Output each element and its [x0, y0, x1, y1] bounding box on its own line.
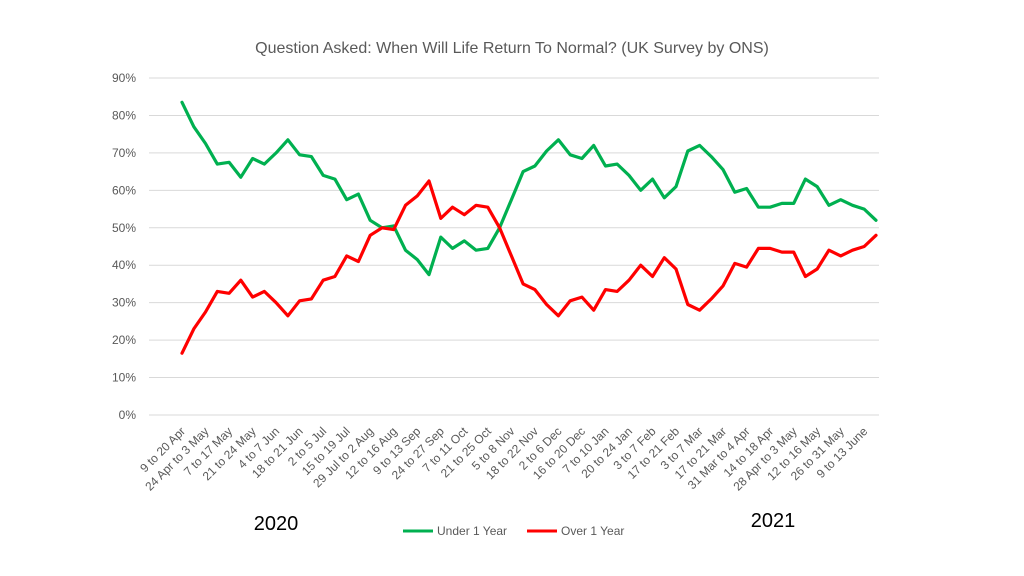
chart-title: Question Asked: When Will Life Return To…: [255, 40, 769, 57]
series-lines: [180, 100, 878, 355]
y-tick-label: 20%: [112, 333, 136, 347]
year-label-2020: 2020: [254, 513, 299, 535]
y-tick-label: 0%: [119, 408, 137, 422]
gridlines: [149, 77, 879, 416]
y-tick-label: 90%: [112, 71, 136, 85]
y-tick-label: 80%: [112, 108, 136, 122]
series-line-under-1-year: [180, 100, 878, 277]
legend-label-over-1-year: Over 1 Year: [561, 524, 624, 538]
y-tick-label: 60%: [112, 183, 136, 197]
series-line-over-1-year: [180, 179, 878, 355]
legend-label-under-1-year: Under 1 Year: [437, 524, 507, 538]
y-tick-label: 50%: [112, 221, 136, 235]
y-tick-label: 10%: [112, 371, 136, 385]
year-label-2021: 2021: [751, 510, 796, 532]
y-tick-label: 70%: [112, 146, 136, 160]
y-axis-ticks: 0% 10% 20% 30% 40% 50% 60% 70% 80% 90%: [112, 71, 136, 422]
y-tick-label: 40%: [112, 258, 136, 272]
legend: Under 1 Year Over 1 Year: [403, 524, 624, 538]
y-tick-label: 30%: [112, 296, 136, 310]
